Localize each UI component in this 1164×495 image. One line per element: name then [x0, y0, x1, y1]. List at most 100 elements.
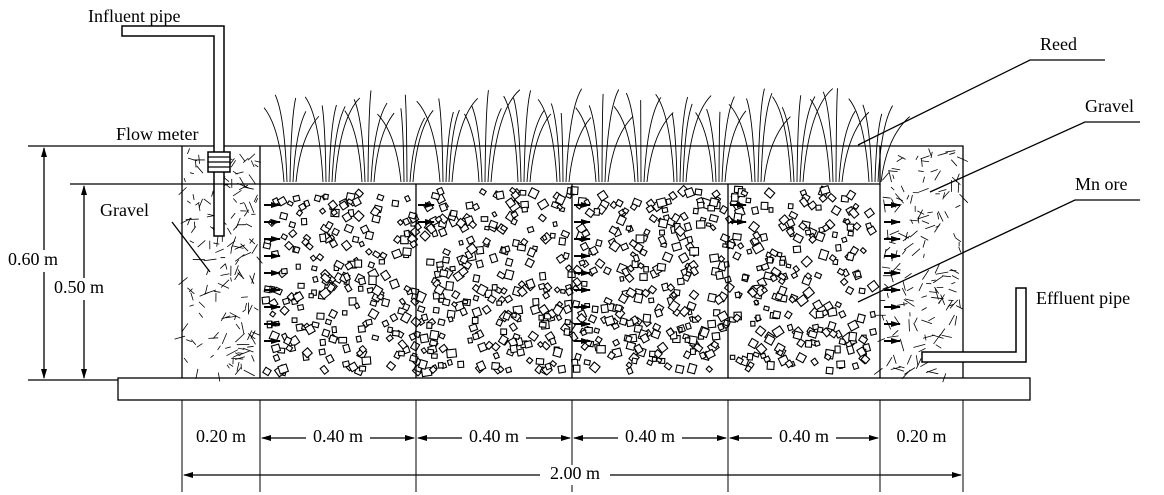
gravel-stroke	[896, 157, 904, 162]
ore-stone	[603, 296, 613, 306]
ore-stone	[851, 361, 860, 371]
label: Flow meter	[116, 124, 199, 144]
ore-stone	[503, 268, 515, 281]
ore-stone	[645, 198, 656, 209]
ore-stone	[827, 320, 837, 331]
gravel-stroke	[237, 347, 245, 350]
gravel-stroke	[237, 350, 250, 356]
ore-stone	[778, 214, 790, 226]
reed-blade	[451, 98, 479, 183]
ore-stone	[686, 300, 697, 312]
ore-stone	[325, 353, 335, 364]
ore-stone	[346, 198, 354, 206]
reed-blade	[404, 94, 408, 183]
ore-stone	[500, 287, 508, 295]
ore-stone	[822, 300, 834, 312]
gravel-stroke	[242, 157, 249, 163]
ore-stone	[826, 192, 837, 203]
ore-stone	[488, 219, 499, 230]
ore-stone	[633, 343, 644, 355]
ore-stone	[821, 223, 831, 233]
reed-blade	[646, 112, 674, 183]
gravel-stroke	[243, 369, 255, 377]
ore-stone	[391, 330, 400, 337]
gravel-stroke	[254, 164, 259, 168]
ore-stone	[777, 285, 788, 297]
ore-stone	[446, 358, 454, 367]
gravel-stroke	[882, 286, 888, 290]
ore-stone	[717, 254, 726, 263]
reed-blade	[565, 88, 583, 183]
reed-blade	[575, 107, 597, 183]
label: Effluent pipe	[1036, 288, 1130, 308]
reed-blade	[841, 111, 870, 183]
gravel-stroke	[958, 299, 961, 308]
reed-blade	[822, 91, 834, 183]
ore-stone	[562, 251, 570, 260]
ore-stone	[303, 199, 311, 208]
ore-stone	[683, 221, 693, 232]
ore-stone	[823, 353, 832, 361]
gravel-stroke	[945, 150, 956, 153]
ore-stone	[705, 222, 712, 228]
ore-stone	[699, 326, 711, 339]
ore-stone	[735, 356, 745, 366]
gravel-stroke	[928, 316, 936, 322]
ore-stone	[707, 292, 717, 303]
gravel-stroke	[225, 315, 237, 319]
ore-stone	[625, 319, 635, 328]
ore-stone	[541, 234, 548, 242]
ore-stone	[639, 248, 648, 257]
ore-stone	[790, 271, 799, 280]
effluent-pipe	[921, 287, 1027, 363]
label-bg	[540, 465, 610, 485]
reed-blade	[377, 113, 402, 183]
ore-stone	[347, 361, 359, 373]
gravel-stroke	[203, 289, 217, 295]
gravel-stroke	[914, 317, 918, 324]
reed-blade	[292, 111, 307, 183]
ore-stone	[320, 272, 332, 284]
ore-stone	[472, 294, 480, 302]
ore-stone	[449, 209, 458, 218]
ore-stone	[711, 331, 721, 341]
dimension: 0.40 m	[779, 426, 829, 446]
ore-stone	[524, 257, 536, 269]
ore-stone	[556, 203, 564, 211]
flow-meter-lines	[208, 156, 230, 168]
ore-stone	[580, 342, 590, 351]
ore-stone	[480, 216, 489, 222]
reed-blade	[550, 103, 561, 183]
ore-stone	[547, 308, 557, 319]
ore-stone	[357, 285, 364, 292]
reed-blade	[880, 116, 910, 183]
gravel-stroke	[882, 196, 891, 199]
ore-stone	[619, 275, 625, 282]
ore-stone	[581, 280, 588, 287]
ore-stone	[650, 328, 662, 340]
gravel-stroke	[918, 170, 924, 173]
ore-stone	[838, 309, 847, 319]
gravel-stroke	[235, 217, 241, 229]
reed-blade	[706, 108, 717, 183]
ore-stone	[509, 344, 519, 354]
ore-stone	[564, 318, 571, 326]
ore-stone	[491, 284, 498, 291]
gravel-stroke	[886, 335, 899, 338]
gravel-stroke	[949, 152, 956, 155]
ore-stone	[656, 262, 667, 272]
ore-stone	[752, 351, 760, 358]
ore-stone	[310, 265, 318, 272]
ore-stone	[495, 318, 504, 327]
reed-blade	[746, 98, 756, 183]
gravel-stroke	[873, 367, 883, 375]
ore-stone	[639, 273, 648, 281]
ore-stone	[475, 259, 485, 269]
gravel-stroke	[197, 240, 206, 248]
ore-stone	[786, 323, 794, 332]
gravel-stroke	[908, 319, 910, 332]
ore-stone	[584, 207, 596, 219]
ore-stone	[481, 304, 492, 315]
influent-pipe	[121, 25, 225, 237]
gravel-stroke	[186, 200, 191, 204]
